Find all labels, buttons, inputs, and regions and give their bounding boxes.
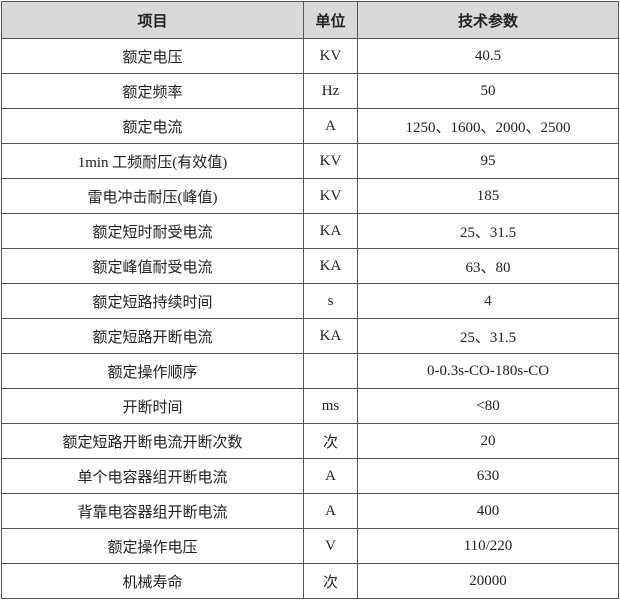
item-cell: 机械寿命	[1, 563, 304, 599]
table-row: 额定频率 Hz 50	[1, 73, 619, 109]
value-cell: 25、31.5	[357, 318, 619, 354]
table-row: 雷电冲击耐压(峰值) KV 185	[1, 178, 619, 214]
value-cell: 95	[357, 143, 619, 179]
unit-cell: A	[303, 493, 358, 529]
item-cell: 额定短路开断电流	[1, 318, 304, 354]
unit-cell: s	[303, 283, 358, 319]
unit-cell: KA	[303, 318, 358, 354]
table-row: 额定短路开断电流 KA 25、31.5	[1, 318, 619, 354]
value-cell: 1250、1600、2000、2500	[357, 108, 619, 144]
unit-cell: KA	[303, 248, 358, 284]
value-cell: 50	[357, 73, 619, 109]
table-row: 背靠电容器组开断电流 A 400	[1, 493, 619, 529]
table-row: 额定短路开断电流开断次数次 20	[1, 423, 619, 459]
table-row: 单个电容器组开断电流 A 630	[1, 458, 619, 494]
table-row: 开断时间 ms <80	[1, 388, 619, 424]
item-cell: 额定操作顺序	[1, 353, 304, 389]
unit-cell: 次	[303, 423, 358, 459]
value-cell: 40.5	[357, 38, 619, 74]
unit-cell	[303, 353, 358, 389]
item-cell: 雷电冲击耐压(峰值)	[1, 178, 304, 214]
value-cell: 20000	[357, 563, 619, 599]
header-value: 技术参数	[357, 1, 619, 39]
table-row: 额定电流 A 1250、1600、2000、2500	[1, 108, 619, 144]
value-cell: 20	[357, 423, 619, 459]
unit-cell: A	[303, 108, 358, 144]
unit-cell: KV	[303, 38, 358, 74]
item-cell: 额定电压	[1, 38, 304, 74]
table-row: 额定峰值耐受电流 KA 63、80	[1, 248, 619, 284]
value-cell: 185	[357, 178, 619, 214]
value-cell: 110/220	[357, 528, 619, 564]
item-cell: 单个电容器组开断电流	[1, 458, 304, 494]
value-cell: 4	[357, 283, 619, 319]
item-cell: 额定短时耐受电流	[1, 213, 304, 249]
unit-cell: ms	[303, 388, 358, 424]
header-unit: 单位	[303, 1, 358, 39]
unit-cell: Hz	[303, 73, 358, 109]
unit-cell: A	[303, 458, 358, 494]
table-row: 额定电压 KV 40.5	[1, 38, 619, 74]
value-cell: 0-0.3s-CO-180s-CO	[357, 353, 619, 389]
table-row: 额定短路持续时间 s 4	[1, 283, 619, 319]
table-row: 额定操作电压 V 110/220	[1, 528, 619, 564]
unit-cell: KV	[303, 178, 358, 214]
item-cell: 额定频率	[1, 73, 304, 109]
table-row: 额定操作顺序 0-0.3s-CO-180s-CO	[1, 353, 619, 389]
item-cell: 额定电流	[1, 108, 304, 144]
item-cell: 背靠电容器组开断电流	[1, 493, 304, 529]
unit-cell: KV	[303, 143, 358, 179]
unit-cell: V	[303, 528, 358, 564]
item-cell: 开断时间	[1, 388, 304, 424]
table-row: 1min 工频耐压(有效值) KV 95	[1, 143, 619, 179]
item-cell: 额定短路持续时间	[1, 283, 304, 319]
item-cell: 额定峰值耐受电流	[1, 248, 304, 284]
unit-cell: 次	[303, 563, 358, 599]
value-cell: 25、31.5	[357, 213, 619, 249]
item-cell: 额定短路开断电流开断次数	[1, 423, 304, 459]
value-cell: <80	[357, 388, 619, 424]
item-cell: 额定操作电压	[1, 528, 304, 564]
header-row: 项目 单位 技术参数	[1, 1, 619, 39]
unit-cell: KA	[303, 213, 358, 249]
value-cell: 400	[357, 493, 619, 529]
value-cell: 630	[357, 458, 619, 494]
table-row: 机械寿命次 20000	[1, 563, 619, 599]
table-row: 额定短时耐受电流 KA 25、31.5	[1, 213, 619, 249]
value-cell: 63、80	[357, 248, 619, 284]
item-cell: 1min 工频耐压(有效值)	[1, 143, 304, 179]
header-item: 项目	[1, 1, 304, 39]
